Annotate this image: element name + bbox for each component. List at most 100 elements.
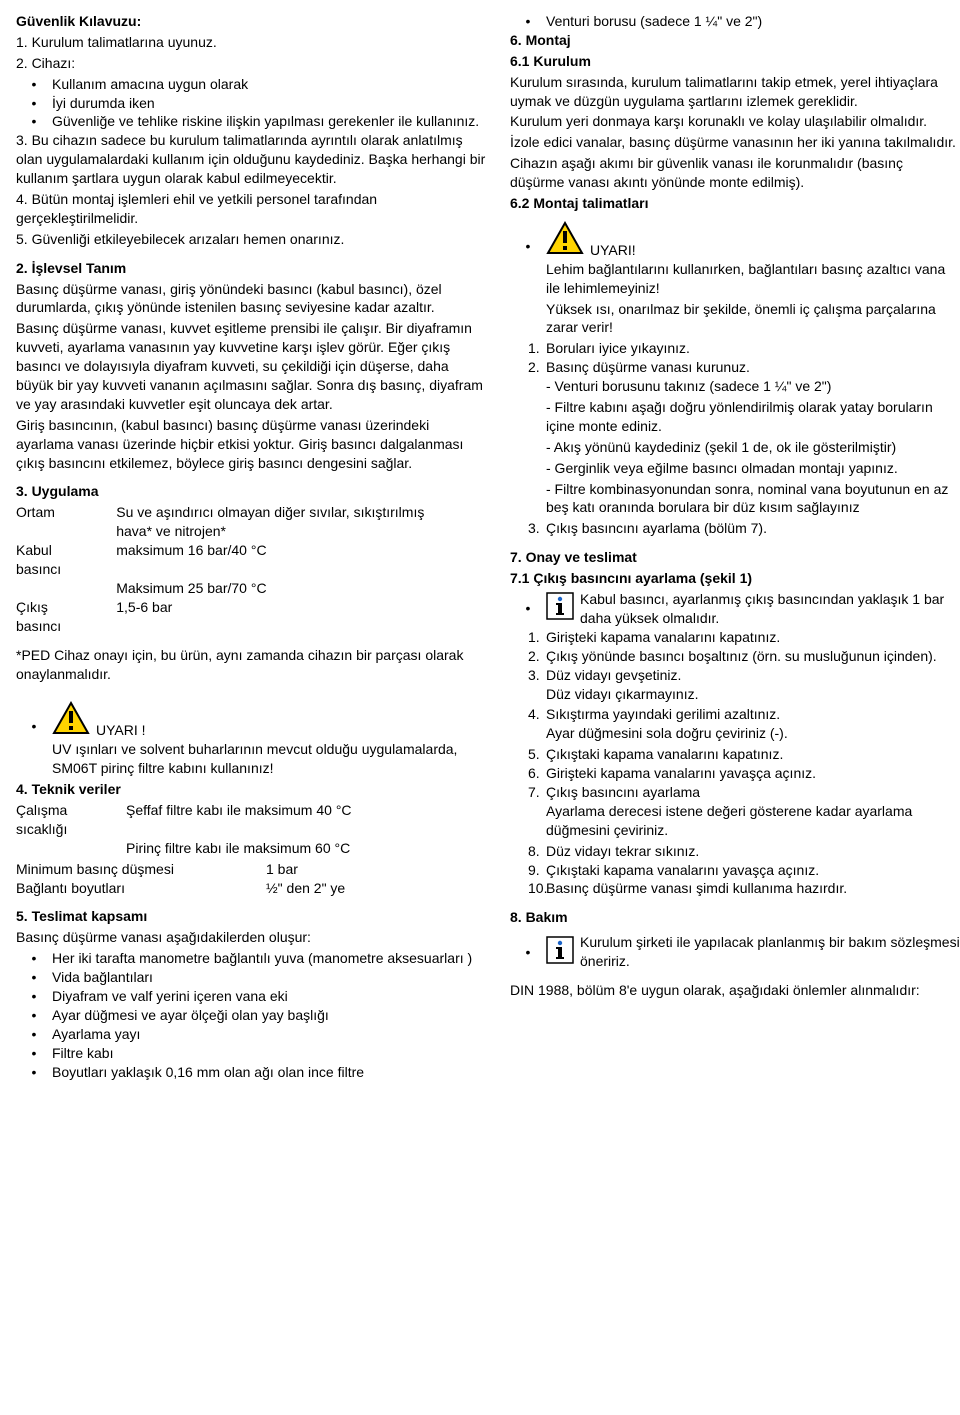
step-text: Çıkış basıncını ayarlama	[546, 783, 960, 802]
maintenance-info: Kurulum şirketi ile yapılacak planlanmış…	[580, 933, 960, 971]
safety-item-2: 2. Cihazı:	[16, 54, 486, 73]
spec-label-medium: Ortam	[16, 503, 116, 541]
bullet-icon: •	[16, 94, 52, 113]
spec-label-outlet: Çıkış basıncı	[16, 598, 116, 636]
step-text: Boruları iyice yıkayınız.	[546, 339, 960, 358]
spec-value-inlet-1: maksimum 16 bar/40 °C	[116, 541, 486, 579]
heading-installation: 6.1 Kurulum	[510, 52, 960, 71]
adjust-step: 8.Düz vidayı tekrar sıkınız.	[510, 842, 960, 861]
bullet-text: Venturi borusu (sadece 1 ¼" ve 2")	[546, 12, 960, 31]
adjust-step-sub: Düz vidayı çıkarmayınız.	[510, 685, 960, 704]
warning-triangle-icon	[546, 221, 584, 260]
warning-row: • UYARI!	[510, 221, 960, 260]
info-row: • Kabul basıncı, ayarlanmış çıkış basınc…	[510, 590, 960, 628]
step-text: Çıkış yönünde basıncı boşaltınız (örn. s…	[546, 647, 960, 666]
bullet-icon: •	[16, 712, 52, 740]
adjust-step: 4.Sıkıştırma yayındaki gerilimi azaltını…	[510, 705, 960, 724]
bullet-text: Kullanım amacına uygun olarak	[52, 75, 486, 94]
warning-body-2: Yüksek ısı, onarılmaz bir şekilde, öneml…	[510, 300, 960, 338]
heading-safety-guide: Güvenlik Kılavuzu:	[16, 12, 486, 31]
scope-intro: Basınç düşürme vanası aşağıdakilerden ol…	[16, 928, 486, 947]
step-number: 4.	[510, 705, 546, 724]
install-para-4: Cihazın aşağı akımı bir güvenlik vanası …	[510, 154, 960, 192]
tech-label-minpress: Minimum basınç düşmesi	[16, 860, 266, 879]
scope-bullet: •Ayarlama yayı	[16, 1025, 486, 1044]
safety-item-3: 3. Bu cihazın sadece bu kurulum talimatl…	[16, 131, 486, 188]
info-icon	[546, 936, 574, 969]
bullet-icon: •	[16, 949, 52, 968]
tech-value-temp-2: Pirinç filtre kabı ile maksimum 60 °C	[126, 839, 376, 858]
step-number: 3.	[510, 519, 546, 538]
adjust-step-sub: Ayarlama derecesi istene değeri gösteren…	[510, 802, 960, 840]
bullet-icon: •	[16, 1063, 52, 1082]
step-number: 10.	[510, 879, 546, 898]
heading-scope: 5. Teslimat kapsamı	[16, 907, 486, 926]
step-number: 2.	[510, 358, 546, 377]
bullet-text: Diyafram ve valf yerini içeren vana eki	[52, 987, 486, 1006]
bullet-text: Vida bağlantıları	[52, 968, 486, 987]
functional-para-3: Giriş basıncının, (kabul basıncı) basınç…	[16, 416, 486, 473]
heading-outlet-adjust: 7.1 Çıkış basıncını ayarlama (şekil 1)	[510, 569, 960, 588]
spec-value-medium: Su ve aşındırıcı olmayan diğer sıvılar, …	[116, 503, 486, 541]
assembly-step-sub: - Venturi borusunu takınız (sadece 1 ¼" …	[510, 377, 960, 396]
tech-value-conn: ½" den 2" ye	[266, 879, 369, 898]
bullet-text: İyi durumda iken	[52, 94, 486, 113]
tech-value-minpress: 1 bar	[266, 860, 369, 879]
heading-application: 3. Uygulama	[16, 482, 486, 501]
application-spec-table: Ortam Su ve aşındırıcı olmayan diğer sıv…	[16, 503, 486, 635]
step-text: Basınç düşürme vanası kurunuz.	[546, 358, 960, 377]
heading-maintenance: 8. Bakım	[510, 908, 960, 927]
bullet-text: Ayarlama yayı	[52, 1025, 486, 1044]
adjust-step: 1.Girişteki kapama vanalarını kapatınız.	[510, 628, 960, 647]
info-body: Kabul basıncı, ayarlanmış çıkış basıncın…	[580, 590, 960, 628]
bullet-icon: •	[16, 1025, 52, 1044]
maintenance-para: DIN 1988, bölüm 8'e uygun olarak, aşağıd…	[510, 981, 960, 1000]
step-text: Girişteki kapama vanalarını kapatınız.	[546, 628, 960, 647]
step-number: 7.	[510, 783, 546, 802]
heading-technical: 4. Teknik veriler	[16, 780, 486, 799]
bullet-icon: •	[16, 968, 52, 987]
warning-label: UYARI !	[96, 721, 146, 740]
functional-para-1: Basınç düşürme vanası, giriş yönündeki b…	[16, 280, 486, 318]
assembly-step: 2.Basınç düşürme vanası kurunuz.	[510, 358, 960, 377]
heading-assembly-instructions: 6.2 Montaj talimatları	[510, 194, 960, 213]
step-text: Basınç düşürme vanası şimdi kullanıma ha…	[546, 879, 960, 898]
assembly-step: 1.Boruları iyice yıkayınız.	[510, 339, 960, 358]
step-text: Çıkıştaki kapama vanalarını yavaşça açın…	[546, 861, 960, 880]
bullet-text: Güvenliğe ve tehlike riskine ilişkin yap…	[52, 112, 486, 131]
step-number: 2.	[510, 647, 546, 666]
bullet-text: Ayar düğmesi ve ayar ölçeği olan yay baş…	[52, 1006, 486, 1025]
assembly-step-sub: - Gerginlik veya eğilme basıncı olmadan …	[510, 459, 960, 478]
bullet-icon: •	[16, 1044, 52, 1063]
safety-sub-bullet: • Kullanım amacına uygun olarak	[16, 75, 486, 94]
safety-item-5: 5. Güvenliği etkileyebilecek arızaları h…	[16, 230, 486, 249]
bullet-text: Boyutları yaklaşık 0,16 mm olan ağı olan…	[52, 1063, 486, 1082]
adjust-step: 10.Basınç düşürme vanası şimdi kullanıma…	[510, 879, 960, 898]
assembly-step-sub: - Filtre kombinasyonundan sonra, nominal…	[510, 480, 960, 518]
step-text: Çıkıştaki kapama vanalarını kapatınız.	[546, 745, 960, 764]
safety-sub-bullet: • İyi durumda iken	[16, 94, 486, 113]
step-number: 3.	[510, 666, 546, 685]
warning-row: • UYARI !	[16, 701, 486, 740]
heading-functional: 2. İşlevsel Tanım	[16, 259, 486, 278]
adjust-step: 6.Girişteki kapama vanalarını yavaşça aç…	[510, 764, 960, 783]
step-number: 1.	[510, 628, 546, 647]
safety-item-1: 1. Kurulum talimatlarına uyunuz.	[16, 33, 486, 52]
right-column: • Venturi borusu (sadece 1 ¼" ve 2") 6. …	[510, 12, 960, 1081]
info-icon	[546, 592, 574, 625]
heading-assembly: 6. Montaj	[510, 31, 960, 50]
assembly-step-sub: - Filtre kabını aşağı doğru yönlendirilm…	[510, 398, 960, 436]
bullet-text: Her iki tarafta manometre bağlantılı yuv…	[52, 949, 486, 968]
scope-bullet: •Filtre kabı	[16, 1044, 486, 1063]
scope-bullet: •Vida bağlantıları	[16, 968, 486, 987]
scope-bullet: •Boyutları yaklaşık 0,16 mm olan ağı ola…	[16, 1063, 486, 1082]
technical-spec-table-2: Minimum basınç düşmesi 1 bar Bağlantı bo…	[16, 860, 369, 898]
tech-value-temp-1: Şeffaf filtre kabı ile maksimum 40 °C	[126, 801, 376, 839]
bullet-icon: •	[16, 75, 52, 94]
step-number: 5.	[510, 745, 546, 764]
step-number: 9.	[510, 861, 546, 880]
adjust-step-sub: Ayar düğmesini sola doğru çeviriniz (-).	[510, 724, 960, 743]
spec-label-inlet: Kabul basıncı	[16, 541, 116, 579]
left-column: Güvenlik Kılavuzu: 1. Kurulum talimatlar…	[16, 12, 486, 1081]
warning-label: UYARI!	[590, 241, 636, 260]
